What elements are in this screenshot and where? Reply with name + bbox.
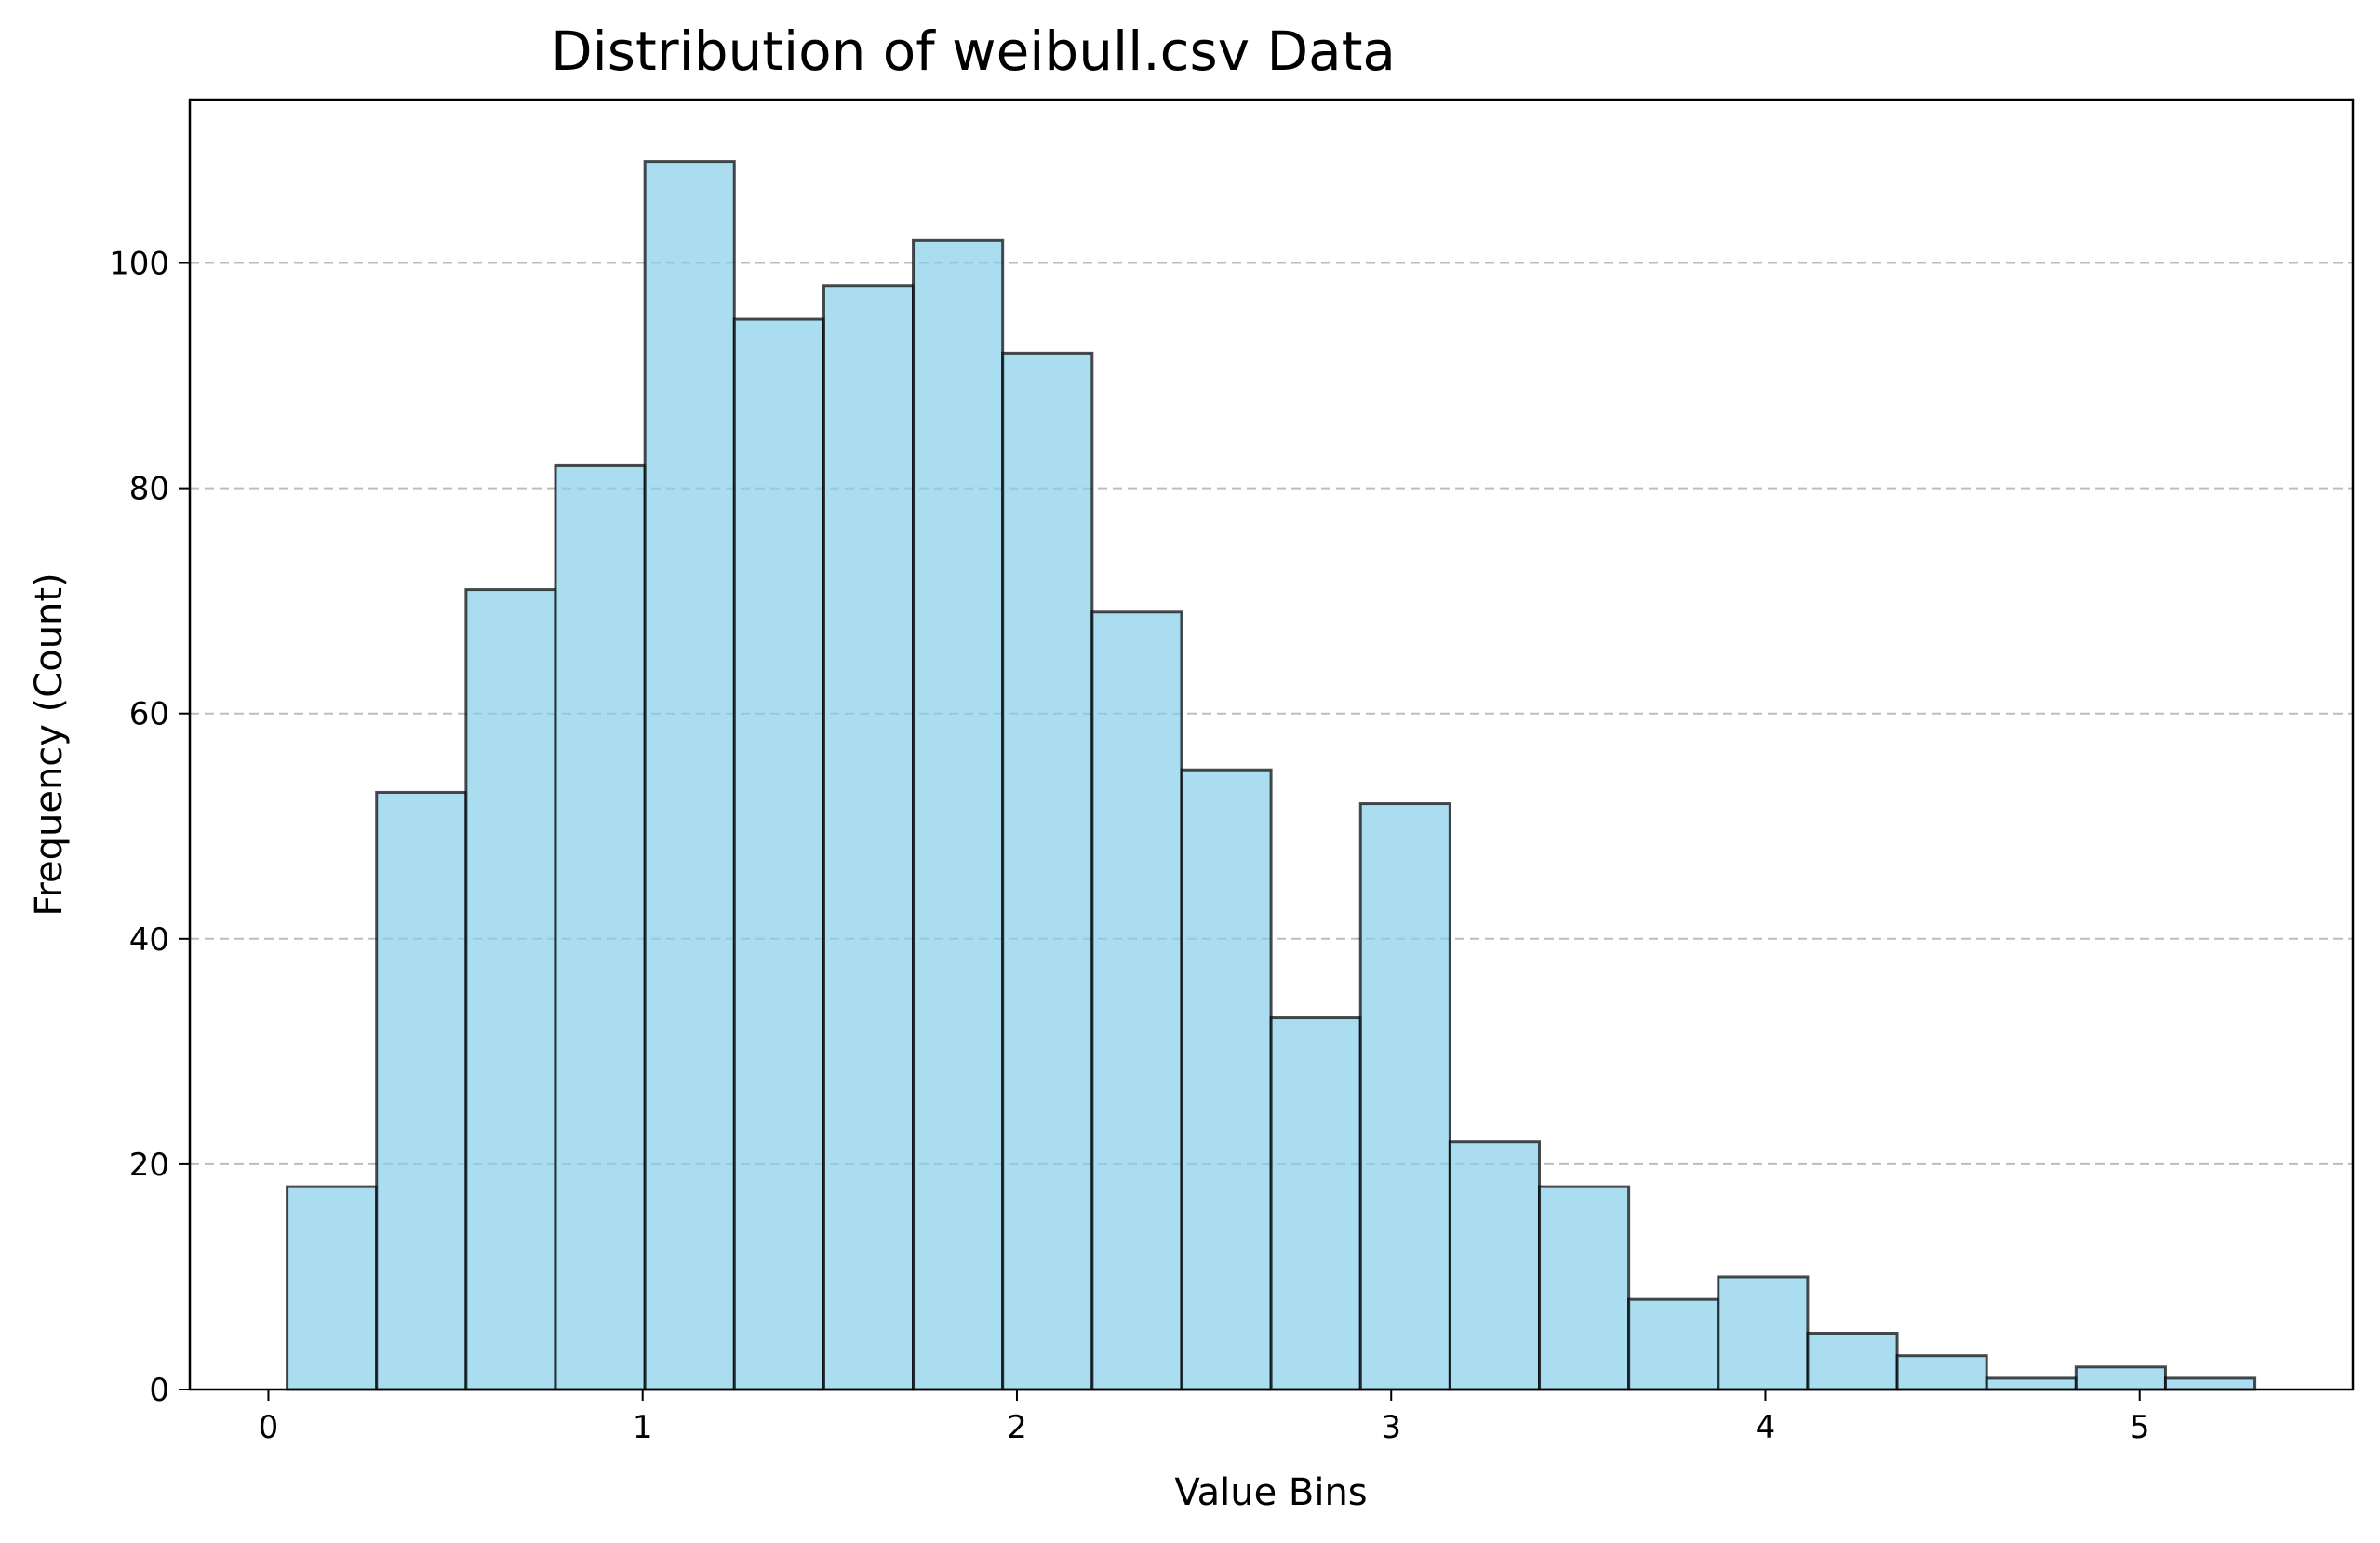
histogram-bar xyxy=(1806,1331,1899,1391)
histogram-bar xyxy=(1895,1354,1988,1391)
histogram-bar xyxy=(2163,1376,2257,1391)
x-tick-label: 4 xyxy=(1756,1409,1776,1446)
histogram-bar xyxy=(464,588,557,1391)
x-axis-label: Value Bins xyxy=(1174,1471,1367,1514)
histogram-bar xyxy=(1358,802,1451,1391)
y-tick-label: 20 xyxy=(129,1147,169,1184)
histogram-bar xyxy=(286,1185,379,1391)
x-tick-label: 2 xyxy=(1007,1409,1027,1446)
histogram-bar xyxy=(1269,1016,1362,1391)
y-tick-label: 0 xyxy=(149,1372,169,1409)
histogram-bar xyxy=(1538,1185,1631,1391)
histogram-bar xyxy=(375,790,468,1391)
histogram-bar xyxy=(732,317,825,1391)
histogram-bar xyxy=(1448,1140,1542,1391)
x-tick-label: 1 xyxy=(633,1409,653,1446)
y-tick-label: 60 xyxy=(129,696,169,733)
y-tick-label: 100 xyxy=(109,246,169,283)
histogram-bar xyxy=(2074,1365,2167,1391)
tick-layer: 0 1 2 3 4 5 0 20 40 60 80 100 xyxy=(109,246,2149,1446)
histogram-bar xyxy=(1717,1275,1810,1391)
histogram-bar xyxy=(643,160,736,1391)
histogram-bar xyxy=(1627,1297,1720,1391)
x-tick-label: 5 xyxy=(2130,1409,2150,1446)
histogram-bar xyxy=(1985,1376,2078,1391)
histogram-bar xyxy=(822,284,916,1391)
y-tick-label: 40 xyxy=(129,921,169,959)
axes-frame xyxy=(188,98,2355,1391)
histogram-bar xyxy=(1001,351,1094,1391)
y-tick-label: 80 xyxy=(129,471,169,508)
histogram-bar xyxy=(1090,610,1183,1391)
x-tick-label: 0 xyxy=(259,1409,279,1446)
y-axis-label: Frequency (Count) xyxy=(28,572,71,916)
x-tick-label: 3 xyxy=(1381,1409,1401,1446)
chart-title: Distribution of weibull.csv Data xyxy=(551,20,1396,83)
bar-layer xyxy=(286,160,2257,1391)
histogram-bar xyxy=(1180,768,1273,1391)
histogram-bar xyxy=(554,463,647,1391)
histogram-bar xyxy=(912,238,1005,1391)
